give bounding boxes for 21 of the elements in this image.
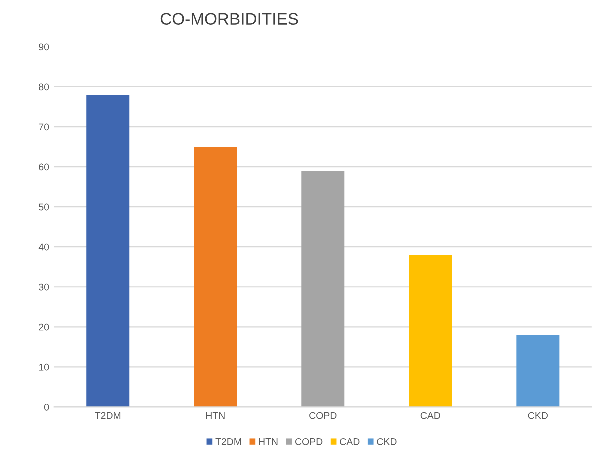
y-tick-label: 90: [39, 44, 50, 51]
chart-title: CO-MORBIDITIES: [160, 13, 298, 25]
x-tick-label: CAD: [420, 412, 440, 420]
legend-label: COPD: [296, 438, 323, 446]
y-tick-label: 10: [39, 364, 50, 371]
y-tick-label: 70: [39, 124, 50, 131]
x-tick-label: HTN: [206, 412, 225, 420]
y-tick-label: 80: [39, 84, 50, 91]
y-tick-label: 50: [39, 204, 50, 211]
y-tick-label: 60: [39, 164, 50, 171]
legend-label: T2DM: [216, 438, 242, 446]
x-tick-label: T2DM: [95, 412, 121, 420]
y-tick-label: 20: [39, 324, 50, 331]
legend-label: CAD: [340, 438, 360, 446]
y-tick-label: 40: [38, 244, 50, 251]
x-tick-label: CKD: [528, 412, 548, 420]
legend-label: HTN: [259, 438, 278, 446]
y-tick-label: 0: [44, 404, 50, 411]
y-tick-label: 30: [39, 284, 50, 291]
legend-label: CKD: [377, 438, 397, 446]
x-tick-label: COPD: [310, 412, 337, 420]
